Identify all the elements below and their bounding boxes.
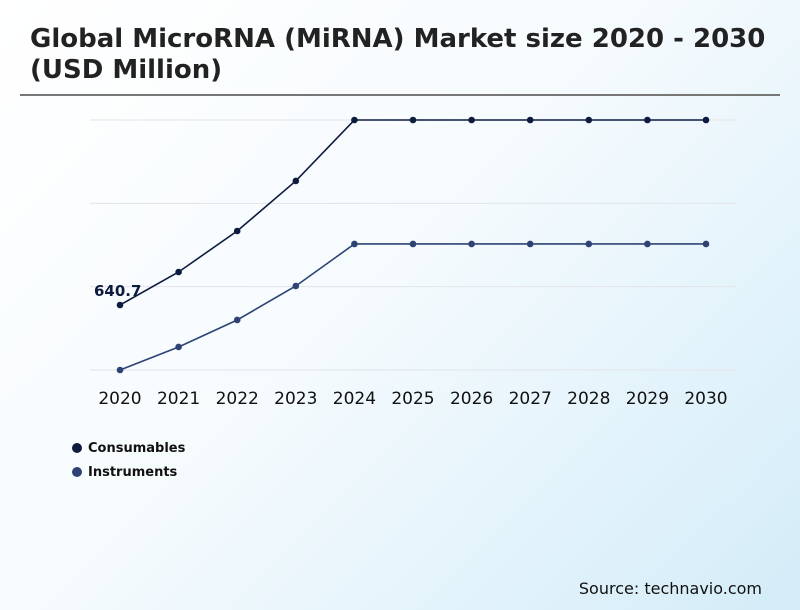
data-point — [702, 240, 710, 248]
data-label: 640.7 — [94, 282, 141, 300]
x-tick-label: 2027 — [509, 389, 552, 409]
data-point — [351, 240, 358, 248]
series-line-instruments — [119, 243, 706, 371]
data-point — [526, 240, 534, 248]
x-tick-label: 2026 — [450, 389, 493, 409]
legend-label: Instruments — [88, 464, 178, 480]
title-divider — [20, 94, 780, 96]
x-tick-label: 2020 — [98, 389, 141, 409]
data-point — [292, 282, 300, 290]
x-tick-label: 2022 — [216, 389, 259, 409]
legend-marker — [72, 443, 82, 453]
data-point — [526, 116, 534, 124]
source-note: Source: technavio.com — [578, 579, 762, 598]
data-point — [292, 177, 300, 185]
data-point — [351, 116, 358, 124]
x-tick-label: 2028 — [567, 389, 610, 409]
data-point — [175, 343, 182, 351]
data-point — [409, 116, 417, 124]
legend-item-instruments[interactable]: Instruments — [72, 460, 185, 484]
data-point — [409, 240, 417, 248]
chart-title: Global MicroRNA (MiRNA) Market size 2020… — [30, 24, 766, 85]
data-point — [233, 227, 241, 235]
x-tick-label: 2023 — [274, 389, 317, 409]
data-point — [585, 116, 593, 124]
legend-marker — [72, 467, 82, 477]
data-point — [116, 301, 124, 309]
data-point — [468, 116, 475, 124]
data-point — [468, 240, 475, 248]
data-point — [585, 240, 593, 248]
data-point — [116, 366, 124, 374]
legend-item-consumables[interactable]: Consumables — [72, 436, 185, 460]
x-tick-label: 2024 — [333, 389, 376, 409]
x-tick-label: 2029 — [626, 389, 669, 409]
data-point — [175, 268, 182, 276]
x-tick-label: 2021 — [157, 389, 200, 409]
legend-label: Consumables — [88, 440, 186, 456]
x-tick-label: 2025 — [391, 389, 434, 409]
data-point — [702, 116, 710, 124]
x-tick-label: 2030 — [684, 389, 727, 409]
legend: Consumables Instruments — [72, 436, 185, 484]
data-point — [233, 316, 241, 324]
data-point — [644, 116, 651, 124]
data-point — [644, 240, 651, 248]
series-line-consumables — [119, 119, 706, 306]
